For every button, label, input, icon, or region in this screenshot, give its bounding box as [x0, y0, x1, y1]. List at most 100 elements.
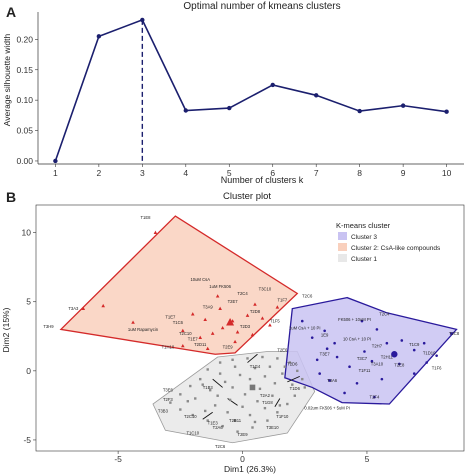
- point-cluster-2: [235, 330, 240, 334]
- point-cluster-2: [181, 343, 185, 348]
- silhouette-point: [53, 158, 58, 164]
- point-label-cluster-1: T1C10: [186, 430, 199, 435]
- point-cluster-1: [253, 420, 257, 424]
- label-connector: [287, 375, 300, 383]
- point-cluster-1: [208, 388, 212, 392]
- panel-a-x-tick-label: 5: [227, 168, 232, 178]
- panel-a-x-tick-label: 1: [53, 168, 58, 178]
- point-label-cluster-2: T3H9: [43, 324, 54, 329]
- point-cluster-2: [205, 346, 210, 351]
- point-cluster-1: [231, 358, 234, 361]
- silhouette-point: [314, 93, 319, 98]
- point-label-cluster-1: T2B11: [229, 418, 242, 423]
- point-label-cluster-2: T1E7: [188, 336, 199, 341]
- panel-a-x-tick-label: 6: [270, 168, 275, 178]
- point-cluster-3: [335, 355, 339, 359]
- panel-a-title: Optimal number of kmeans clusters: [183, 1, 340, 12]
- point-cluster-1: [233, 365, 237, 368]
- panel-a-x-tick-label: 10: [442, 168, 452, 178]
- panel-b-hulls: [59, 215, 458, 444]
- point-label-cluster-1: T3E10: [266, 425, 279, 430]
- silhouette-point: [227, 105, 232, 111]
- point-cluster-3: [318, 372, 321, 375]
- point-cluster-1: [276, 357, 279, 360]
- point-label-cluster-2: T1C6: [173, 320, 184, 325]
- point-cluster-1: [223, 380, 227, 384]
- point-cluster-3: [310, 336, 314, 339]
- point-label-cluster-2: 1uM Rapamycin: [128, 327, 159, 332]
- point-cluster-3: [380, 377, 384, 381]
- panel-b-points: [81, 230, 453, 433]
- point-cluster-1: [303, 386, 306, 389]
- point-cluster-1: [199, 377, 202, 381]
- point-cluster-1: [201, 383, 204, 386]
- point-cluster-2: [268, 323, 272, 327]
- panel-a-y-tick-label: 0.05: [16, 126, 33, 136]
- panel-a-xlabel: Number of clusters k: [221, 175, 304, 185]
- point-cluster-1: [263, 406, 267, 410]
- center-cluster-3: [391, 351, 398, 358]
- silhouette-line: [54, 18, 447, 162]
- point-cluster-3: [360, 319, 364, 323]
- point-cluster-1: [301, 377, 304, 381]
- point-cluster-1: [268, 365, 272, 368]
- point-cluster-1: [286, 402, 289, 406]
- point-cluster-2: [131, 320, 135, 324]
- panel-b-y-tick-label: -5: [23, 435, 31, 445]
- point-cluster-1: [248, 413, 252, 417]
- point-cluster-1: [189, 384, 192, 388]
- point-cluster-1: [191, 413, 194, 417]
- legend-label-cluster-1: Cluster 1: [351, 256, 377, 263]
- point-cluster-1: [241, 405, 244, 408]
- legend-swatch-cluster-1: [338, 254, 347, 262]
- point-cluster-1: [258, 387, 262, 391]
- point-cluster-1: [253, 366, 257, 370]
- point-cluster-2: [233, 339, 237, 344]
- point-cluster-1: [278, 404, 282, 407]
- point-label-cluster-2: T1E7: [165, 314, 176, 319]
- point-cluster-1: [243, 393, 247, 396]
- point-label-cluster-3: T2H7: [372, 343, 383, 348]
- point-cluster-1: [296, 369, 299, 373]
- point-cluster-3: [323, 329, 326, 333]
- point-cluster-2: [203, 317, 208, 322]
- point-label-cluster-2: T1E8: [140, 215, 151, 220]
- panel-a: A Optimal number of kmeans clusters 0.00…: [2, 1, 464, 185]
- panel-a-y-tick-label: 0.15: [16, 65, 33, 75]
- hull-cluster-3: [284, 296, 458, 405]
- panel-b-y-tick-label: 10: [22, 228, 32, 238]
- point-label-cluster-2: T2C6: [302, 294, 313, 299]
- point-cluster-1: [251, 426, 254, 429]
- point-label-cluster-1: T2D6: [287, 361, 298, 366]
- point-cluster-2: [210, 331, 215, 335]
- silhouette-point: [400, 103, 406, 108]
- point-label-cluster-3: T1C9: [409, 342, 420, 347]
- point-label-cluster-1: T2E9: [238, 432, 249, 437]
- point-cluster-3: [370, 359, 374, 363]
- point-cluster-2: [101, 303, 105, 308]
- point-cluster-1: [206, 419, 209, 422]
- point-cluster-3: [435, 354, 438, 357]
- point-label-cluster-1: T2A6: [213, 425, 224, 430]
- point-cluster-1: [221, 424, 224, 428]
- point-label-cluster-3: T2F4: [370, 394, 380, 399]
- legend-label-cluster-3: Cluster 3: [351, 234, 377, 241]
- point-cluster-3: [375, 328, 379, 331]
- point-cluster-3: [450, 332, 453, 335]
- point-cluster-3: [425, 361, 428, 364]
- panel-b-y-tick-label: 5: [26, 297, 31, 307]
- legend-title: K-means cluster: [336, 221, 391, 230]
- point-cluster-1: [281, 372, 284, 375]
- point-cluster-1: [216, 394, 219, 397]
- point-label-cluster-3: FK506 + 10uM PI: [338, 317, 371, 322]
- point-cluster-3: [412, 372, 416, 375]
- point-label-cluster-3: 1E9: [321, 332, 329, 337]
- point-label-cluster-2: T2C4: [237, 291, 248, 296]
- point-label-cluster-1: T2E6: [277, 347, 288, 352]
- point-cluster-1: [169, 401, 172, 404]
- point-label-cluster-1: T1G4: [250, 364, 261, 369]
- panel-a-ylabel: Average silhouette width: [2, 34, 12, 127]
- point-cluster-3: [300, 319, 304, 323]
- panel-b-letter: B: [6, 189, 16, 205]
